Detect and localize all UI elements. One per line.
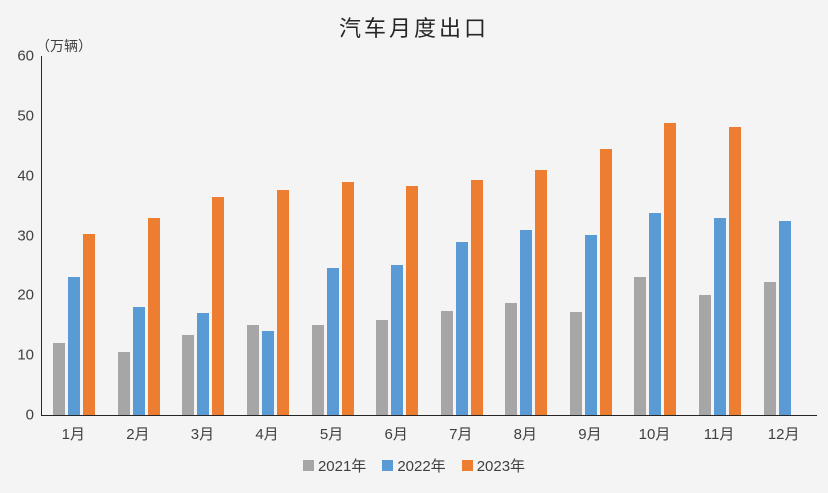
y-tick-label: 10	[17, 346, 34, 364]
bar-group-9月	[559, 56, 624, 415]
bar-group-4月	[236, 56, 301, 415]
bar-2021年-4月	[247, 324, 260, 415]
bar-2021年-11月	[699, 295, 712, 415]
y-tick-label: 40	[17, 167, 34, 185]
bar-2023年-1月	[83, 234, 96, 415]
legend-label: 2023年	[476, 458, 526, 475]
bar-2023年-3月	[212, 196, 225, 415]
y-tick-label: 0	[25, 406, 34, 424]
bar-2021年-2月	[117, 351, 130, 415]
bar-2023年-10月	[664, 123, 677, 415]
bar-2021年-7月	[440, 310, 453, 415]
x-tick-label-5月: 5月	[319, 426, 344, 443]
y-tick-label: 50	[17, 107, 34, 125]
bar-2021年-3月	[182, 335, 195, 415]
bar-2022年-11月	[714, 217, 727, 415]
bar-2022年-9月	[584, 234, 597, 415]
bar-2022年-7月	[455, 242, 468, 415]
legend-swatch-icon	[382, 460, 394, 471]
bar-2023年-5月	[341, 182, 354, 415]
bar-2021年-1月	[53, 343, 66, 415]
bar-group-5月	[300, 56, 365, 415]
chart-title: 汽车月度出口	[338, 17, 489, 42]
bar-group-6月	[365, 56, 430, 415]
legend-label: 2021年	[317, 458, 367, 475]
x-tick-label-12月: 12月	[767, 426, 800, 443]
bar-2023年-8月	[535, 170, 548, 415]
bar-2021年-12月	[763, 281, 776, 415]
bar-2022年-5月	[326, 268, 339, 415]
bar-2022年-10月	[649, 213, 662, 415]
bar-2023年-7月	[470, 180, 483, 415]
y-tick-label: 30	[17, 227, 34, 244]
bar-2022年-12月	[778, 221, 791, 415]
x-tick-label-4月: 4月	[255, 426, 279, 443]
bar-group-2月	[107, 56, 172, 415]
bar-2023年-11月	[729, 126, 742, 415]
bar-group-11月	[688, 56, 753, 415]
bar-2021年-5月	[311, 324, 324, 415]
bar-2022年-1月	[68, 276, 81, 415]
y-tick-label: 20	[17, 286, 34, 304]
bar-2021年-6月	[376, 319, 389, 415]
bar-group-1月	[42, 56, 107, 415]
x-tick-label-7月: 7月	[449, 426, 473, 443]
bar-2023年-9月	[599, 149, 612, 415]
bar-group-12月	[752, 56, 817, 415]
y-tick-label: 60	[17, 47, 34, 65]
x-axis-labels: 1月 2月 3月 4月 5月 6月 7月 8月 9月 10月 11月 12月	[41, 425, 816, 445]
bar-2023年-4月	[277, 190, 290, 415]
x-tick-label-8月: 8月	[513, 426, 537, 443]
legend-label: 2022年	[397, 458, 446, 475]
bar-2021年-8月	[505, 302, 518, 415]
x-tick-label-3月: 3月	[190, 426, 215, 443]
plot-area	[41, 56, 817, 416]
bar-group-8月	[494, 56, 559, 415]
bar-2021年-9月	[569, 311, 582, 415]
bar-2022年-6月	[391, 265, 404, 415]
bar-2022年-8月	[520, 230, 533, 415]
legend-swatch-icon	[302, 460, 314, 471]
x-tick-label-1月: 1月	[61, 426, 85, 443]
legend-item-2023年: 2023年	[461, 455, 526, 476]
x-tick-label-10月: 10月	[638, 426, 671, 443]
legend-item-2021年: 2021年	[302, 455, 367, 476]
x-tick-label-2月: 2月	[126, 426, 150, 443]
legend-item-2022年: 2022年	[382, 455, 446, 476]
bar-2023年-6月	[406, 186, 419, 415]
bar-group-7月	[429, 56, 494, 415]
bar-2021年-10月	[634, 276, 647, 415]
bar-group-3月	[171, 56, 236, 415]
bar-2023年-2月	[147, 217, 160, 415]
bar-2022年-4月	[262, 330, 275, 415]
x-tick-label-6月: 6月	[384, 426, 408, 443]
bar-2022年-3月	[197, 312, 210, 415]
bar-group-10月	[623, 56, 688, 415]
legend-swatch-icon	[461, 460, 473, 471]
legend: 2021年 2022年 2023年	[0, 455, 828, 476]
x-tick-label-11月: 11月	[703, 426, 735, 443]
y-axis-unit-label: （万辆）	[36, 38, 92, 54]
bar-2022年-2月	[132, 306, 145, 415]
x-tick-label-9月: 9月	[578, 426, 602, 443]
